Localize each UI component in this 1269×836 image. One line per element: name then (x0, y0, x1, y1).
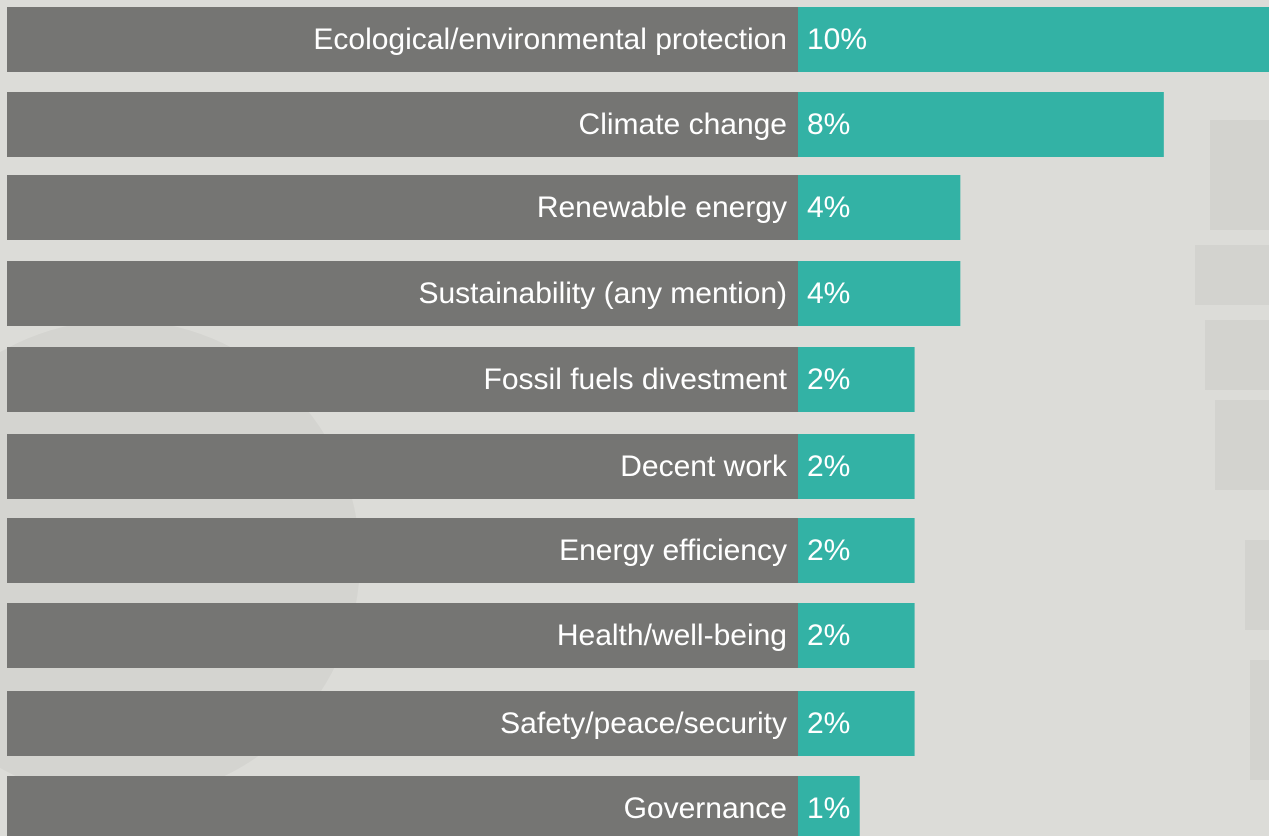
value-bar (798, 261, 961, 326)
category-label-bar (7, 7, 798, 72)
category-label: Fossil fuels divestment (484, 363, 788, 396)
category-label-bar (7, 776, 798, 836)
bars-group: Ecological/environmental protection 10% Cl… (7, 7, 1269, 836)
category-label: Ecological/environmental protection (313, 23, 787, 56)
value-bar (798, 347, 915, 412)
value-bar (798, 92, 1164, 157)
value-bar (798, 7, 1269, 72)
bar-row: Decent work 2% (7, 434, 915, 499)
bar-row: Climate change 8% (7, 92, 1164, 157)
category-label-bar (7, 691, 798, 756)
bar-row: Ecological/environmental protection 10% (7, 7, 1269, 72)
value-label: 4% (807, 277, 850, 310)
category-label-bar (7, 518, 798, 583)
category-label: Climate change (579, 108, 787, 141)
value-bar (798, 434, 915, 499)
decor-shape (1215, 400, 1269, 490)
value-bar (798, 175, 961, 240)
category-label-bar (7, 175, 798, 240)
value-label: 2% (807, 363, 850, 396)
value-label: 10% (807, 23, 867, 56)
value-label: 1% (807, 792, 850, 825)
value-label: 2% (807, 707, 850, 740)
category-label: Energy efficiency (559, 534, 787, 567)
value-label: 8% (807, 108, 850, 141)
bar-row: Sustainability (any mention) 4% (7, 261, 961, 326)
decor-shape (1245, 540, 1269, 630)
bar-row: Health/well-being 2% (7, 603, 915, 668)
value-bar (798, 691, 915, 756)
decor-shape (1250, 660, 1269, 780)
bar-row: Governance 1% (7, 776, 860, 836)
bar-row: Safety/peace/security 2% (7, 691, 915, 756)
value-bar (798, 518, 915, 583)
category-label-bar (7, 261, 798, 326)
value-label: 2% (807, 450, 850, 483)
value-label: 2% (807, 534, 850, 567)
value-label: 2% (807, 619, 850, 652)
category-label-bar (7, 92, 798, 157)
category-label: Sustainability (any mention) (418, 277, 787, 310)
category-label-bar (7, 603, 798, 668)
category-label: Safety/peace/security (500, 707, 787, 740)
bar-row: Fossil fuels divestment 2% (7, 347, 915, 412)
value-bar (798, 776, 860, 836)
category-label: Decent work (620, 450, 788, 483)
category-label: Health/well-being (557, 619, 787, 652)
category-label-bar (7, 434, 798, 499)
bar-row: Energy efficiency 2% (7, 518, 915, 583)
category-label-bar (7, 347, 798, 412)
category-label: Renewable energy (537, 191, 787, 224)
decor-shape (1205, 320, 1269, 390)
value-bar (798, 603, 915, 668)
decor-shape (1195, 245, 1269, 305)
value-label: 4% (807, 191, 850, 224)
decor-shape (1210, 120, 1269, 230)
category-label: Governance (624, 792, 787, 825)
bar-row: Renewable energy 4% (7, 175, 961, 240)
